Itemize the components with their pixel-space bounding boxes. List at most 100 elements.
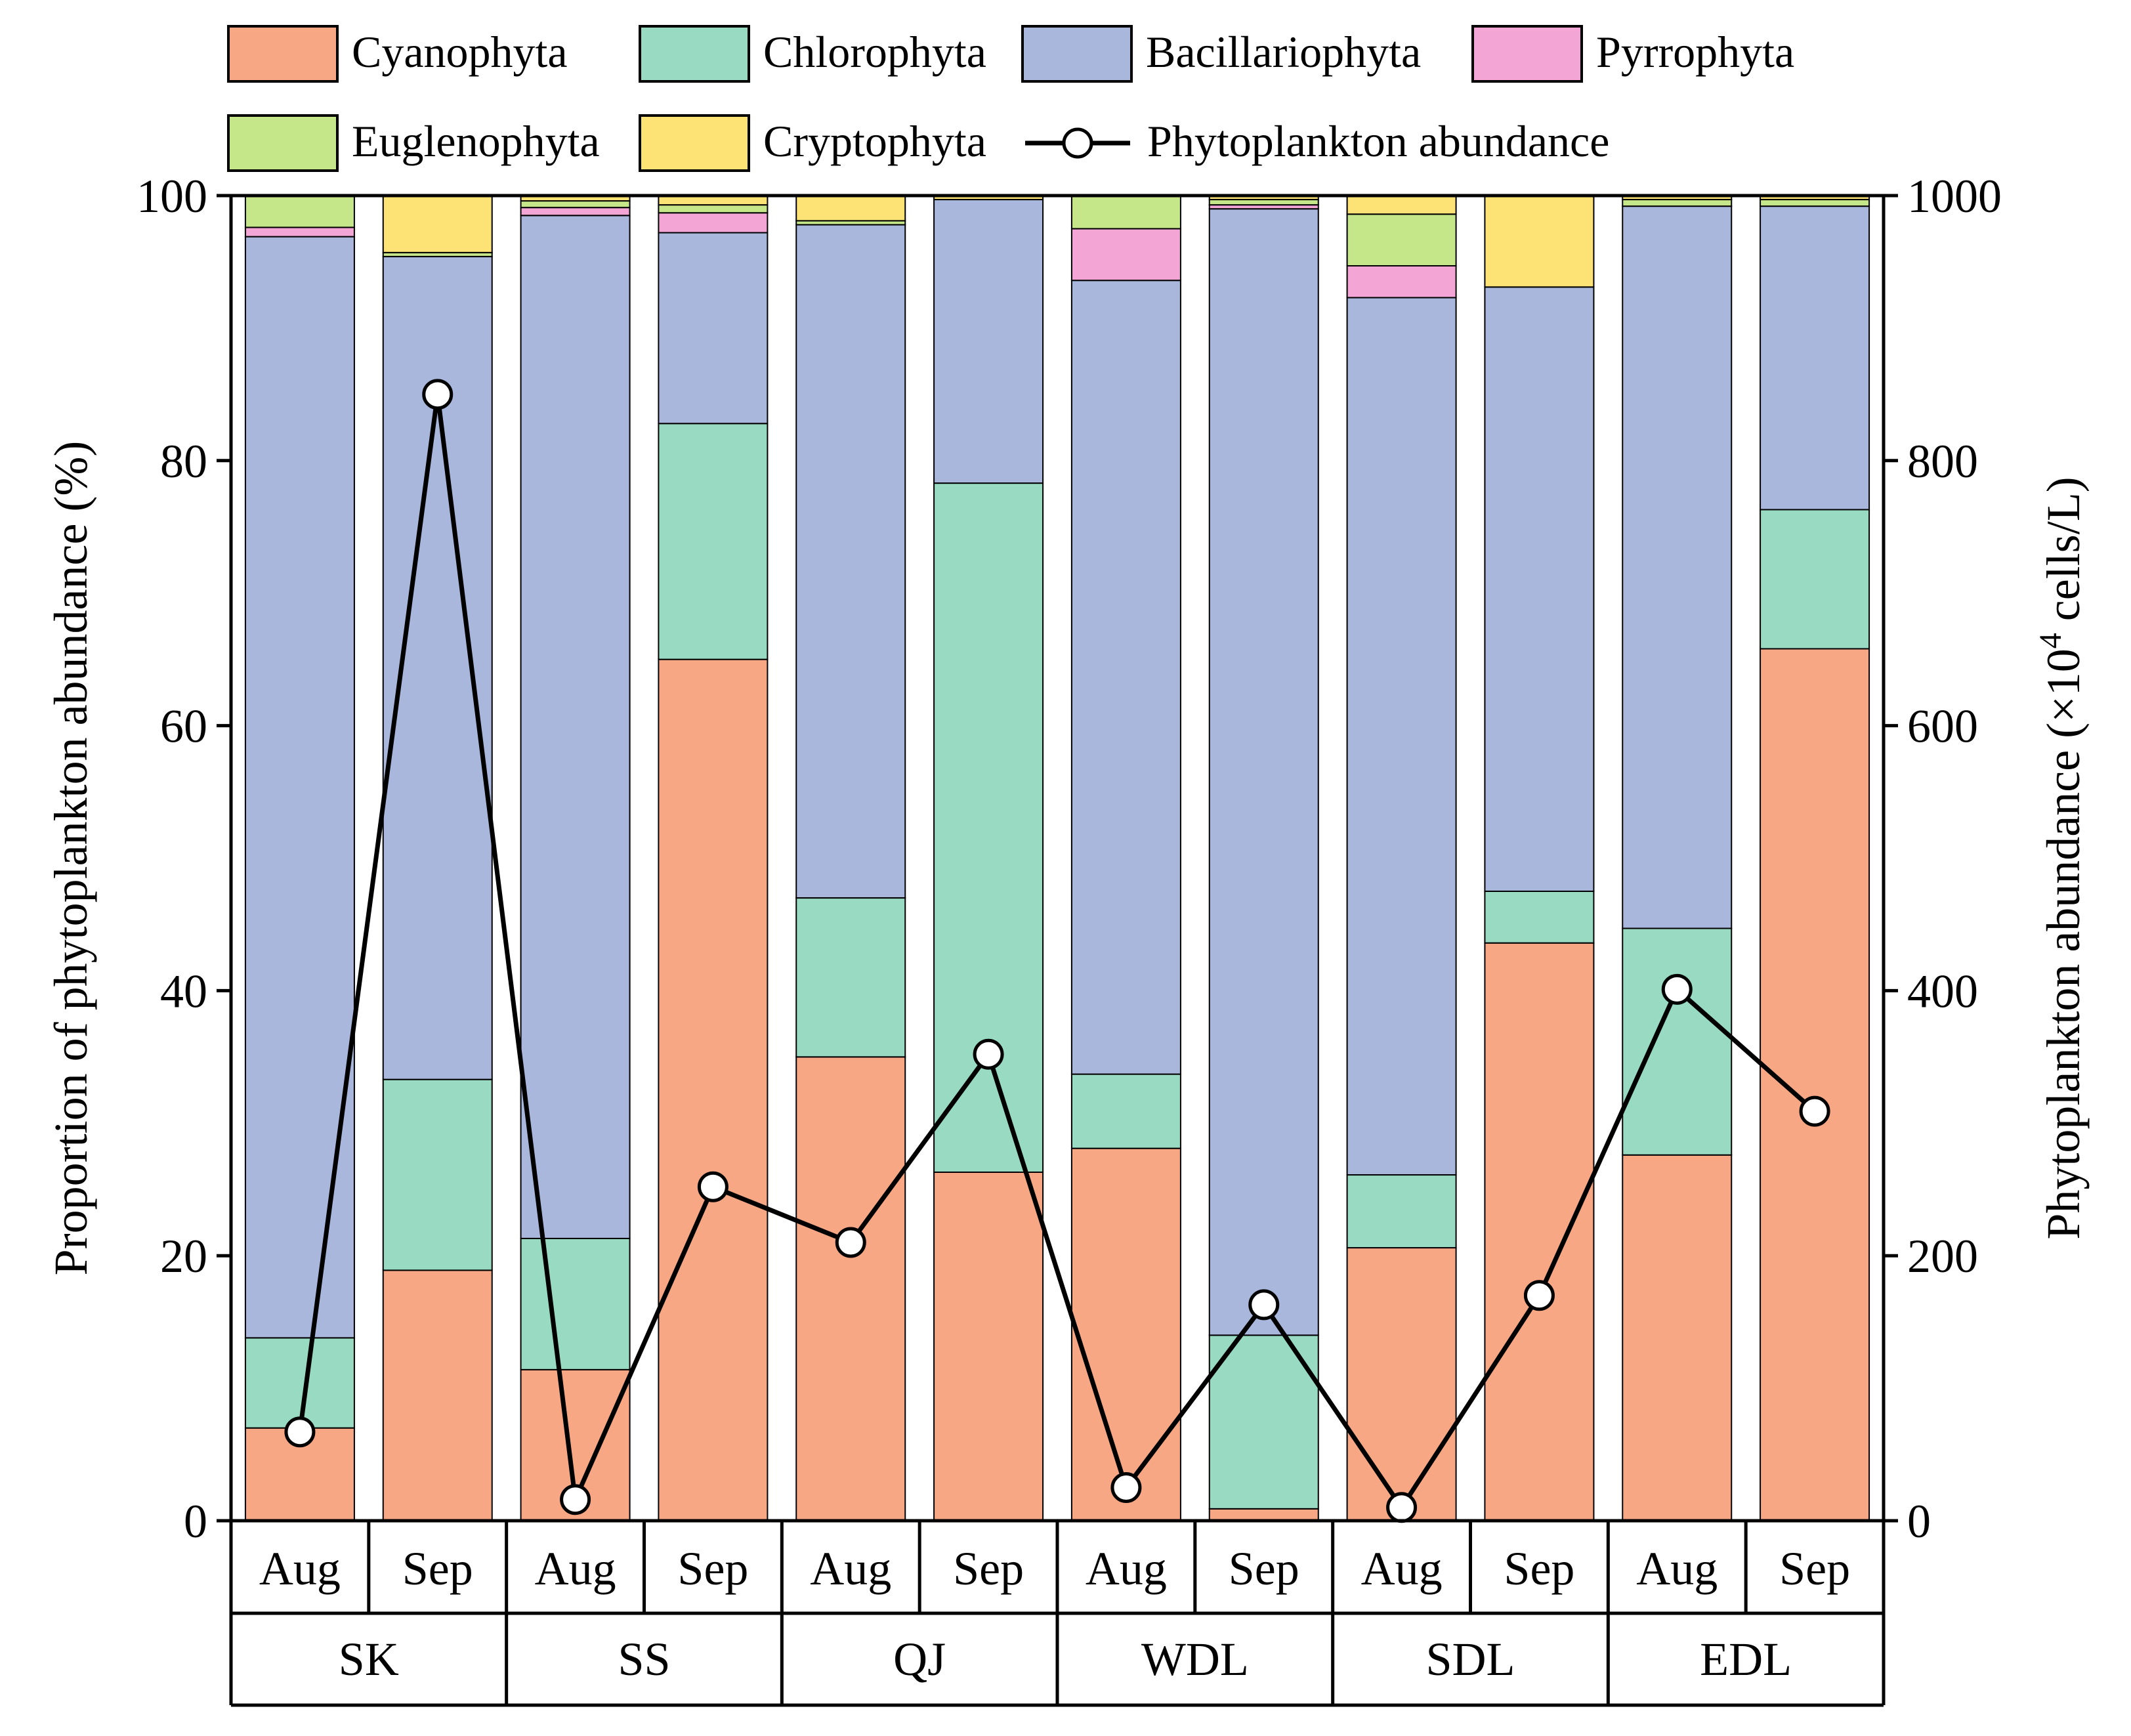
bar-qj-aug-cyanophyta: [795, 1056, 906, 1521]
bar-sdl-sep-chlorophyta: [1484, 890, 1595, 944]
bar-edl-aug-chlorophyta: [1622, 927, 1733, 1156]
bar-wdl-aug-pyrrophyta: [1070, 228, 1181, 282]
legend: Cyanophyta Chlorophyta Bacillariophyta Pyrr…: [227, 25, 1794, 172]
abundance-point-ss-aug: [560, 1484, 591, 1515]
bar-ss-sep-cyanophyta: [658, 658, 769, 1521]
right-tick-label-200: 200: [1907, 1230, 1978, 1282]
abundance-point-wdl-aug: [1110, 1472, 1142, 1504]
bar-wdl-sep-euglenophyta: [1208, 199, 1319, 206]
right-axis-title-prefix: Phytoplankton abundance (×10: [2037, 648, 2090, 1239]
bar-qj-aug-chlorophyta: [795, 897, 906, 1058]
legend-label-cryptophyta: Cryptophyta: [763, 116, 986, 166]
bar-edl-sep-cyanophyta: [1760, 648, 1870, 1521]
bar-ss-aug-chlorophyta: [520, 1237, 631, 1370]
bar-ss-sep-bacillariophyta: [658, 232, 769, 425]
bar-wdl-aug-euglenophyta: [1070, 195, 1181, 230]
legend-swatch-phytoplankton-abundance-marker: [1062, 127, 1093, 159]
month-label-wdl-sep: Sep: [1229, 1542, 1299, 1595]
bar-ss-aug-pyrrophyta: [520, 207, 631, 217]
bar-ss-sep-pyrrophyta: [658, 212, 769, 234]
right-axis-title-exponent: 4: [2033, 633, 2068, 648]
abundance-point-sk-aug: [284, 1416, 316, 1448]
bar-sdl-aug-euglenophyta: [1346, 213, 1457, 267]
legend-label-bacillariophyta: Bacillariophyta: [1146, 27, 1421, 77]
bar-sk-sep-cryptophyta: [382, 195, 493, 253]
group-label-qj: QJ: [893, 1633, 946, 1685]
right-tick-label-400: 400: [1907, 965, 1978, 1017]
abundance-point-sdl-sep: [1523, 1280, 1555, 1311]
legend-label-euglenophyta: Euglenophyta: [352, 116, 600, 166]
bar-sk-sep-cyanophyta: [382, 1269, 493, 1522]
right-tick-label-1000: 1000: [1907, 170, 2002, 222]
right-tick-label-800: 800: [1907, 435, 1978, 488]
bar-edl-sep-bacillariophyta: [1760, 205, 1870, 511]
bar-sdl-sep-bacillariophyta: [1484, 286, 1595, 892]
bar-qj-sep-cyanophyta: [933, 1172, 1044, 1522]
right-tick-label-600: 600: [1907, 700, 1978, 753]
month-label-edl-aug: Aug: [1636, 1542, 1718, 1595]
bar-ss-aug-bacillariophyta: [520, 215, 631, 1239]
group-label-ss: SS: [618, 1633, 670, 1685]
bar-ss-aug-euglenophyta: [520, 200, 631, 209]
bar-qj-aug-bacillariophyta: [795, 224, 906, 899]
left-tick-label-80: 80: [160, 435, 207, 488]
axes: 02040608010002004006008001000Proportion …: [45, 170, 2090, 1548]
month-label-ss-sep: Sep: [677, 1542, 748, 1595]
bar-sk-sep-chlorophyta: [382, 1078, 493, 1271]
legend-swatch-euglenophyta: [227, 114, 339, 172]
bar-qj-sep-bacillariophyta: [933, 199, 1044, 484]
legend-label-chlorophyta: Chlorophyta: [763, 27, 986, 77]
abundance-point-sk-sep: [422, 379, 454, 410]
month-label-sk-sep: Sep: [402, 1542, 473, 1595]
stacked-bars: [244, 195, 1870, 1522]
bar-ss-sep-euglenophyta: [658, 204, 769, 214]
abundance-point-wdl-sep: [1248, 1289, 1280, 1321]
abundance-line: [297, 394, 1817, 1512]
group-label-sdl: SDL: [1425, 1633, 1515, 1685]
bar-sk-aug-pyrrophyta: [244, 226, 355, 238]
group-label-sk: SK: [339, 1633, 399, 1685]
month-label-wdl-aug: Aug: [1086, 1542, 1167, 1595]
bar-edl-aug-cyanophyta: [1622, 1154, 1733, 1521]
bar-sk-aug-bacillariophyta: [244, 236, 355, 1339]
left-tick-label-60: 60: [160, 700, 207, 753]
bar-sk-aug-euglenophyta: [244, 195, 355, 228]
bar-sdl-sep-cyanophyta: [1484, 942, 1595, 1521]
month-label-qj-aug: Aug: [810, 1542, 891, 1595]
bar-edl-sep-chlorophyta: [1760, 509, 1870, 650]
right-axis-title-suffix: cells/L): [2037, 476, 2090, 633]
bar-sk-aug-chlorophyta: [244, 1337, 355, 1429]
legend-swatch-chlorophyta: [639, 25, 750, 83]
month-label-ss-aug: Aug: [535, 1542, 616, 1595]
bar-sdl-aug-chlorophyta: [1346, 1174, 1457, 1249]
legend-swatch-pyrrophyta: [1471, 25, 1583, 83]
right-axis-title: Phytoplankton abundance (×104 cells/L): [2033, 476, 2090, 1239]
bar-edl-sep-euglenophyta: [1760, 199, 1870, 207]
bar-sdl-aug-cryptophyta: [1346, 195, 1457, 215]
bar-sdl-sep-cryptophyta: [1484, 195, 1595, 288]
abundance-point-qj-aug: [835, 1227, 866, 1258]
bar-wdl-aug-chlorophyta: [1070, 1073, 1181, 1149]
bar-ss-sep-chlorophyta: [658, 423, 769, 660]
month-label-sdl-sep: Sep: [1504, 1542, 1574, 1595]
month-label-edl-sep: Sep: [1779, 1542, 1850, 1595]
bar-wdl-aug-cyanophyta: [1070, 1147, 1181, 1521]
bar-sdl-aug-cyanophyta: [1346, 1247, 1457, 1522]
month-label-sdl-aug: Aug: [1361, 1542, 1443, 1595]
abundance-point-edl-aug: [1661, 973, 1693, 1005]
left-tick-label-100: 100: [137, 170, 207, 222]
abundance-point-ss-sep: [697, 1171, 728, 1202]
left-axis-title: Proportion of phytoplankton abundance (%…: [45, 441, 97, 1276]
legend-label-phytoplankton-abundance: Phytoplankton abundance: [1147, 116, 1609, 166]
legend-swatch-cyanophyta: [227, 25, 339, 83]
legend-swatch-cryptophyta: [639, 114, 750, 172]
abundance-point-qj-sep: [973, 1038, 1004, 1070]
right-tick-label-0: 0: [1907, 1495, 1931, 1548]
bar-sdl-aug-bacillariophyta: [1346, 297, 1457, 1176]
month-label-qj-sep: Sep: [953, 1542, 1024, 1595]
bar-qj-aug-cryptophyta: [795, 195, 906, 222]
abundance-line-series: [284, 379, 1830, 1523]
legend-label-cyanophyta: Cyanophyta: [352, 27, 568, 77]
